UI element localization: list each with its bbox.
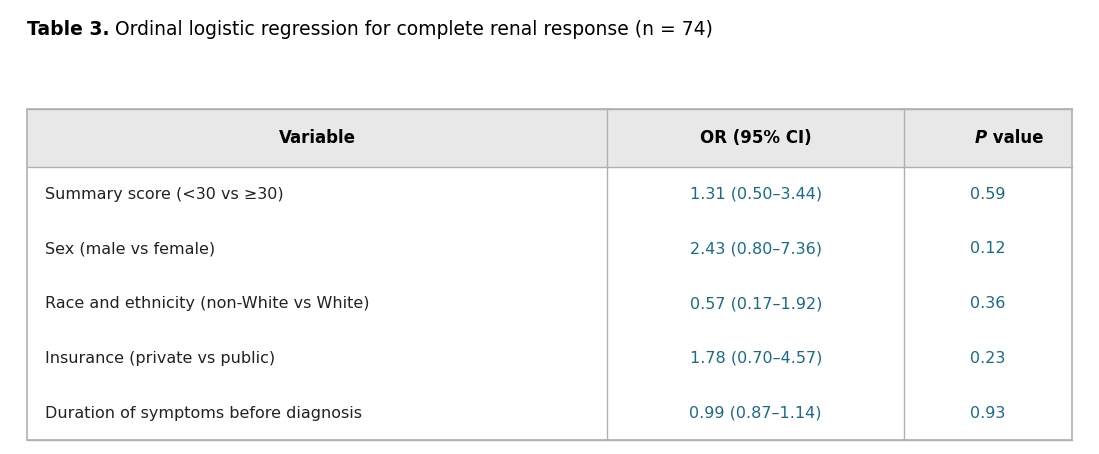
Text: Table 3.: Table 3.: [27, 20, 110, 39]
Text: 0.23: 0.23: [970, 351, 1006, 366]
Text: 0.59: 0.59: [970, 187, 1006, 202]
Text: Duration of symptoms before diagnosis: Duration of symptoms before diagnosis: [45, 405, 362, 420]
Text: 0.12: 0.12: [970, 242, 1006, 257]
Text: 0.99 (0.87–1.14): 0.99 (0.87–1.14): [689, 405, 822, 420]
Text: Ordinal logistic regression for complete renal response (n = 74): Ordinal logistic regression for complete…: [109, 20, 712, 39]
Text: Insurance (private vs public): Insurance (private vs public): [45, 351, 275, 366]
Text: P: P: [975, 129, 987, 147]
Text: OR (95% CI): OR (95% CI): [700, 129, 811, 147]
Text: Summary score (<30 vs ≥30): Summary score (<30 vs ≥30): [45, 187, 284, 202]
Text: Race and ethnicity (non-White vs White): Race and ethnicity (non-White vs White): [45, 296, 369, 311]
Text: 1.31 (0.50–3.44): 1.31 (0.50–3.44): [690, 187, 822, 202]
Text: value: value: [987, 129, 1043, 147]
Text: 0.93: 0.93: [970, 405, 1006, 420]
Text: 2.43 (0.80–7.36): 2.43 (0.80–7.36): [690, 242, 822, 257]
Text: 0.36: 0.36: [970, 296, 1006, 311]
Text: Variable: Variable: [279, 129, 356, 147]
Text: 0.57 (0.17–1.92): 0.57 (0.17–1.92): [689, 296, 822, 311]
Text: Sex (male vs female): Sex (male vs female): [45, 242, 215, 257]
Text: 1.78 (0.70–4.57): 1.78 (0.70–4.57): [689, 351, 822, 366]
